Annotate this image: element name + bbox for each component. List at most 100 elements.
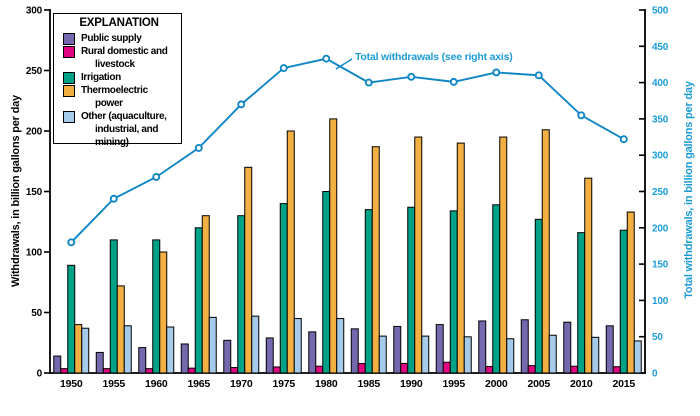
bar-1990-series-1: [400, 362, 409, 374]
annotation-leader-line: [335, 58, 353, 70]
bar-2015-series-3: [626, 211, 635, 374]
x-axis-year-label: 1985: [357, 378, 380, 390]
bar-1970-series-2: [237, 215, 246, 374]
total-withdrawals-line: [70, 57, 625, 243]
legend-item-rural-domestic-livestock: Rural domestic and livestock: [61, 45, 177, 71]
bar-1960-series-2: [152, 239, 161, 374]
total-withdrawals-point: [407, 72, 416, 81]
right-axis-tick-label: 100: [652, 296, 669, 307]
bar-1990-series-0: [393, 325, 402, 374]
legend-label: Public supply: [81, 33, 142, 44]
right-axis-tick-label: 150: [652, 260, 669, 271]
left-axis-tick-label: 200: [26, 127, 43, 138]
bar-1970-series-0: [223, 339, 232, 374]
total-withdrawals-point: [619, 135, 628, 144]
right-axis-tick-label: 50: [652, 332, 663, 343]
bar-1990-series-2: [407, 206, 416, 374]
total-withdrawals-point: [322, 54, 331, 63]
total-withdrawals-line-label: Total withdrawals (see right axis): [355, 51, 513, 63]
bar-1965-series-2: [194, 227, 203, 374]
x-axis-year-label: 2010: [570, 378, 593, 390]
total-withdrawals-point: [237, 100, 246, 109]
left-axis-title: Withdrawals, in billion gallons per day: [10, 95, 22, 287]
bar-1970-series-4: [251, 315, 260, 374]
bar-1990-series-4: [421, 335, 430, 374]
bar-1960-series-4: [166, 326, 175, 374]
left-axis-tick-label: 150: [26, 187, 43, 198]
bar-1995-series-3: [456, 142, 465, 374]
bar-1950-series-3: [74, 324, 83, 374]
left-axis-tick-label: 0: [37, 369, 43, 380]
bar-1965-series-4: [208, 316, 217, 374]
bar-2000-series-0: [478, 320, 487, 374]
x-axis-year-label: 1995: [442, 378, 465, 390]
right-axis-tick-label: 200: [652, 223, 669, 234]
bar-1975-series-0: [265, 337, 274, 374]
bar-2005-series-3: [541, 129, 550, 374]
bar-1995-series-1: [442, 361, 451, 374]
irrigation-swatch-icon: [63, 72, 75, 84]
bar-2010-series-4: [591, 336, 600, 374]
right-axis-tick-label: 300: [652, 151, 669, 162]
bar-2000-series-4: [506, 338, 515, 374]
right-axis-tick-label: 0: [652, 369, 658, 380]
bar-2005-series-1: [527, 365, 536, 374]
bar-1995-series-2: [449, 210, 458, 374]
bar-2015-series-2: [619, 229, 628, 374]
bar-2015-series-4: [633, 340, 642, 374]
bar-1995-series-4: [463, 336, 472, 374]
total-withdrawals-point: [279, 64, 288, 73]
x-axis-year-label: 1950: [60, 378, 83, 390]
bar-1975-series-2: [279, 203, 288, 374]
bar-1955-series-2: [109, 239, 118, 374]
total-withdrawals-point: [364, 78, 373, 87]
bar-1950-series-1: [60, 368, 69, 374]
bar-1960-series-1: [145, 368, 154, 374]
total-withdrawals-point: [67, 238, 76, 247]
public-supply-swatch-icon: [63, 33, 75, 45]
thermoelectric-swatch-icon: [63, 85, 75, 97]
bar-1990-series-3: [414, 136, 423, 374]
bar-1975-series-1: [272, 366, 281, 374]
bar-2010-series-0: [563, 321, 572, 374]
legend-item-other: Other (aquaculture, industrial, and mini…: [61, 110, 177, 149]
bar-2005-series-2: [534, 218, 543, 374]
left-axis-tick-label: 300: [26, 6, 43, 17]
right-axis-tick-label: 500: [652, 6, 669, 17]
bar-1960-series-0: [138, 347, 147, 374]
bar-1955-series-1: [102, 368, 111, 374]
x-axis-year-label: 1990: [400, 378, 423, 390]
bar-1980-series-3: [329, 118, 338, 374]
bar-2000-series-2: [492, 204, 501, 374]
other-swatch-icon: [63, 111, 75, 123]
right-axis-tick-label: 400: [652, 78, 669, 89]
bar-1965-series-3: [201, 215, 210, 374]
bar-1980-series-4: [336, 318, 345, 374]
total-withdrawals-point: [534, 71, 543, 80]
x-axis-year-label: 1960: [145, 378, 168, 390]
x-axis-year-label: 1975: [272, 378, 295, 390]
rural-domestic-swatch-icon: [63, 46, 75, 58]
left-axis-tick-label: 100: [26, 248, 43, 259]
right-axis-tick-label: 450: [652, 42, 669, 53]
right-axis-tick-label: 350: [652, 114, 669, 125]
legend-label: Thermoelectric power: [81, 85, 148, 109]
legend-item-irrigation: Irrigation: [61, 71, 177, 84]
bar-1965-series-0: [180, 343, 189, 374]
right-axis-tick-label: 250: [652, 187, 669, 198]
bar-1975-series-3: [286, 130, 295, 374]
x-axis-year-label: 1980: [315, 378, 338, 390]
legend-title: EXPLANATION: [79, 17, 159, 29]
x-axis-year-label: 2005: [527, 378, 550, 390]
legend-item-thermoelectric-power: Thermoelectric power: [61, 84, 177, 110]
total-withdrawals-point: [492, 68, 501, 77]
bar-1965-series-1: [187, 367, 196, 374]
total-withdrawals-point: [449, 77, 458, 86]
bar-1950-series-4: [81, 327, 90, 374]
legend-label: Irrigation: [81, 72, 121, 83]
legend-label: Other (aquaculture, industrial, and mini…: [81, 111, 167, 148]
left-axis-tick-label: 250: [26, 66, 43, 77]
legend-label: Rural domestic and livestock: [81, 46, 168, 70]
bar-1975-series-4: [293, 318, 302, 374]
